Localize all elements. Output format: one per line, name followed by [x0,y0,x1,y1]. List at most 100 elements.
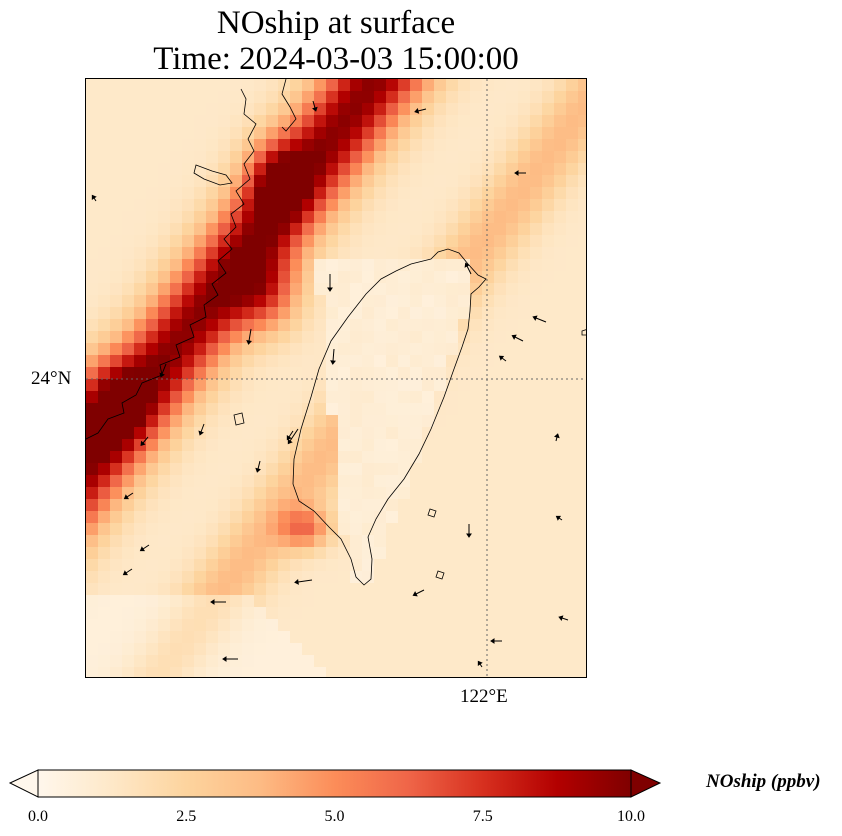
field-cell [374,523,387,536]
field-cell [158,235,171,248]
field-cell [482,355,495,368]
field-cell [446,307,459,320]
field-cell [266,367,279,380]
field-cell [182,199,195,212]
field-cell [182,607,195,620]
field-cell [458,271,471,284]
field-cell [362,511,375,524]
field-cell [458,379,471,392]
field-cell [494,91,507,104]
field-cell [326,643,339,656]
field-cell [350,223,363,236]
field-cell [86,307,99,320]
field-cell [278,619,291,632]
field-cell [278,535,291,548]
field-cell [302,115,315,128]
field-cell [506,175,519,188]
field-cell [482,583,495,596]
field-cell [266,499,279,512]
field-cell [362,523,375,536]
field-cell [482,619,495,632]
field-cell [350,487,363,500]
field-cell [122,451,135,464]
field-cell [554,367,567,380]
field-cell [578,367,587,380]
field-cell [410,391,423,404]
field-cell [410,259,423,272]
field-cell [350,271,363,284]
field-cell [266,259,279,272]
field-cell [134,319,147,332]
field-cell [470,199,483,212]
field-cell [254,247,267,260]
field-cell [422,643,435,656]
field-cell [122,415,135,428]
field-cell [338,139,351,152]
field-cell [554,499,567,512]
field-cell [206,187,219,200]
field-cell [86,79,99,92]
field-cell [446,655,459,668]
field-cell [302,295,315,308]
field-cell [182,667,195,678]
field-cell [506,115,519,128]
field-cell [194,607,207,620]
field-cell [242,595,255,608]
field-cell [302,643,315,656]
field-cell [386,439,399,452]
field-cell [290,187,303,200]
field-cell [170,583,183,596]
field-cell [458,439,471,452]
field-cell [374,283,387,296]
field-cell [446,511,459,524]
field-cell [542,571,555,584]
field-cell [254,667,267,678]
field-cell [278,259,291,272]
field-cell [554,547,567,560]
field-cell [302,163,315,176]
field-cell [290,523,303,536]
field-cell [542,463,555,476]
field-cell [422,427,435,440]
field-cell [386,547,399,560]
field-cell [302,379,315,392]
field-cell [386,583,399,596]
field-cell [242,583,255,596]
field-cell [326,619,339,632]
field-cell [410,619,423,632]
field-cell [86,523,99,536]
field-cell [566,439,579,452]
field-cell [194,103,207,116]
field-cell [206,427,219,440]
field-cell [266,127,279,140]
field-cell [278,319,291,332]
field-cell [494,127,507,140]
field-cell [194,631,207,644]
field-cell [218,559,231,572]
field-cell [566,547,579,560]
field-cell [182,211,195,224]
field-cell [362,619,375,632]
field-cell [242,403,255,416]
field-cell [170,379,183,392]
field-cell [254,643,267,656]
field-cell [206,535,219,548]
field-cell [482,163,495,176]
field-cell [338,523,351,536]
field-cell [338,415,351,428]
field-cell [350,391,363,404]
field-cell [290,367,303,380]
field-cell [542,631,555,644]
field-cell [566,151,579,164]
field-cell [254,79,267,92]
field-cell [362,403,375,416]
field-cell [110,595,123,608]
field-cell [98,427,111,440]
field-cell [134,247,147,260]
field-cell [218,343,231,356]
field-cell [98,163,111,176]
field-cell [578,127,587,140]
field-cell [410,511,423,524]
field-cell [86,667,99,678]
field-cell [518,607,531,620]
